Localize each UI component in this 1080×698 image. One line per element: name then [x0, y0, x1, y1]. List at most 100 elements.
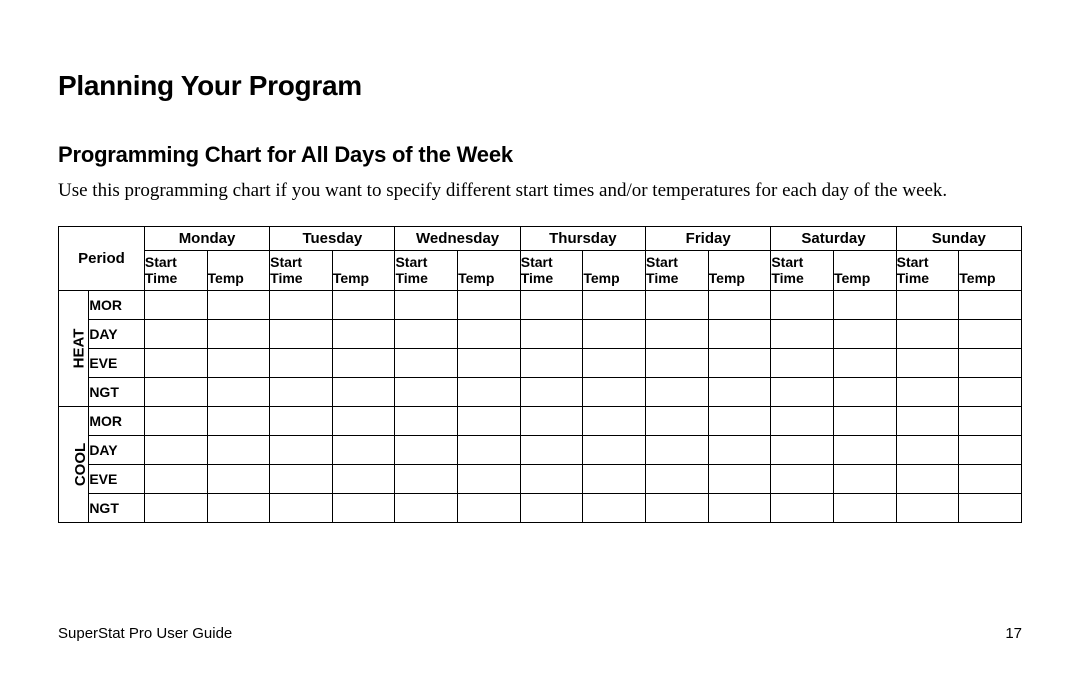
start-time-cell[interactable] [771, 319, 834, 348]
temp-cell[interactable] [833, 435, 896, 464]
temp-cell[interactable] [458, 348, 521, 377]
start-time-cell[interactable] [395, 464, 458, 493]
start-time-cell[interactable] [395, 377, 458, 406]
start-time-cell[interactable] [144, 377, 207, 406]
start-time-cell[interactable] [144, 348, 207, 377]
start-time-cell[interactable] [395, 290, 458, 319]
start-time-cell[interactable] [144, 290, 207, 319]
temp-cell[interactable] [833, 290, 896, 319]
temp-cell[interactable] [833, 464, 896, 493]
temp-cell[interactable] [458, 290, 521, 319]
temp-cell[interactable] [458, 493, 521, 522]
start-time-cell[interactable] [520, 319, 583, 348]
start-time-cell[interactable] [395, 435, 458, 464]
start-time-cell[interactable] [144, 493, 207, 522]
start-time-cell[interactable] [520, 464, 583, 493]
temp-cell[interactable] [833, 377, 896, 406]
temp-cell[interactable] [207, 435, 270, 464]
start-time-cell[interactable] [771, 377, 834, 406]
start-time-cell[interactable] [896, 406, 959, 435]
start-time-cell[interactable] [144, 464, 207, 493]
temp-cell[interactable] [458, 377, 521, 406]
temp-cell[interactable] [708, 377, 771, 406]
temp-cell[interactable] [708, 493, 771, 522]
temp-cell[interactable] [959, 290, 1022, 319]
temp-cell[interactable] [583, 493, 646, 522]
temp-cell[interactable] [332, 406, 395, 435]
start-time-cell[interactable] [771, 493, 834, 522]
temp-cell[interactable] [207, 377, 270, 406]
temp-cell[interactable] [708, 464, 771, 493]
temp-cell[interactable] [332, 493, 395, 522]
start-time-cell[interactable] [520, 377, 583, 406]
temp-cell[interactable] [959, 348, 1022, 377]
start-time-cell[interactable] [646, 464, 709, 493]
start-time-cell[interactable] [896, 493, 959, 522]
temp-cell[interactable] [332, 464, 395, 493]
temp-cell[interactable] [583, 348, 646, 377]
temp-cell[interactable] [833, 319, 896, 348]
start-time-cell[interactable] [646, 348, 709, 377]
temp-cell[interactable] [458, 406, 521, 435]
start-time-cell[interactable] [144, 319, 207, 348]
start-time-cell[interactable] [520, 290, 583, 319]
temp-cell[interactable] [959, 493, 1022, 522]
start-time-cell[interactable] [646, 290, 709, 319]
start-time-cell[interactable] [896, 435, 959, 464]
start-time-cell[interactable] [520, 435, 583, 464]
temp-cell[interactable] [708, 290, 771, 319]
start-time-cell[interactable] [270, 319, 333, 348]
temp-cell[interactable] [332, 377, 395, 406]
start-time-cell[interactable] [395, 406, 458, 435]
start-time-cell[interactable] [646, 493, 709, 522]
start-time-cell[interactable] [270, 377, 333, 406]
temp-cell[interactable] [458, 464, 521, 493]
temp-cell[interactable] [583, 406, 646, 435]
temp-cell[interactable] [207, 290, 270, 319]
temp-cell[interactable] [708, 319, 771, 348]
temp-cell[interactable] [583, 435, 646, 464]
temp-cell[interactable] [833, 348, 896, 377]
temp-cell[interactable] [332, 348, 395, 377]
start-time-cell[interactable] [144, 406, 207, 435]
start-time-cell[interactable] [896, 464, 959, 493]
start-time-cell[interactable] [896, 348, 959, 377]
temp-cell[interactable] [959, 377, 1022, 406]
start-time-cell[interactable] [771, 435, 834, 464]
start-time-cell[interactable] [646, 377, 709, 406]
start-time-cell[interactable] [646, 319, 709, 348]
start-time-cell[interactable] [896, 377, 959, 406]
temp-cell[interactable] [708, 406, 771, 435]
start-time-cell[interactable] [520, 493, 583, 522]
temp-cell[interactable] [458, 319, 521, 348]
temp-cell[interactable] [583, 319, 646, 348]
start-time-cell[interactable] [395, 493, 458, 522]
start-time-cell[interactable] [270, 406, 333, 435]
temp-cell[interactable] [833, 406, 896, 435]
temp-cell[interactable] [708, 435, 771, 464]
temp-cell[interactable] [959, 464, 1022, 493]
start-time-cell[interactable] [270, 435, 333, 464]
start-time-cell[interactable] [144, 435, 207, 464]
start-time-cell[interactable] [646, 435, 709, 464]
temp-cell[interactable] [959, 435, 1022, 464]
start-time-cell[interactable] [270, 290, 333, 319]
start-time-cell[interactable] [395, 348, 458, 377]
temp-cell[interactable] [207, 464, 270, 493]
temp-cell[interactable] [583, 464, 646, 493]
start-time-cell[interactable] [771, 348, 834, 377]
start-time-cell[interactable] [270, 464, 333, 493]
temp-cell[interactable] [207, 319, 270, 348]
start-time-cell[interactable] [520, 348, 583, 377]
start-time-cell[interactable] [771, 406, 834, 435]
start-time-cell[interactable] [771, 464, 834, 493]
start-time-cell[interactable] [896, 319, 959, 348]
temp-cell[interactable] [332, 435, 395, 464]
start-time-cell[interactable] [270, 348, 333, 377]
temp-cell[interactable] [959, 406, 1022, 435]
start-time-cell[interactable] [270, 493, 333, 522]
start-time-cell[interactable] [395, 319, 458, 348]
temp-cell[interactable] [332, 290, 395, 319]
temp-cell[interactable] [207, 406, 270, 435]
temp-cell[interactable] [458, 435, 521, 464]
